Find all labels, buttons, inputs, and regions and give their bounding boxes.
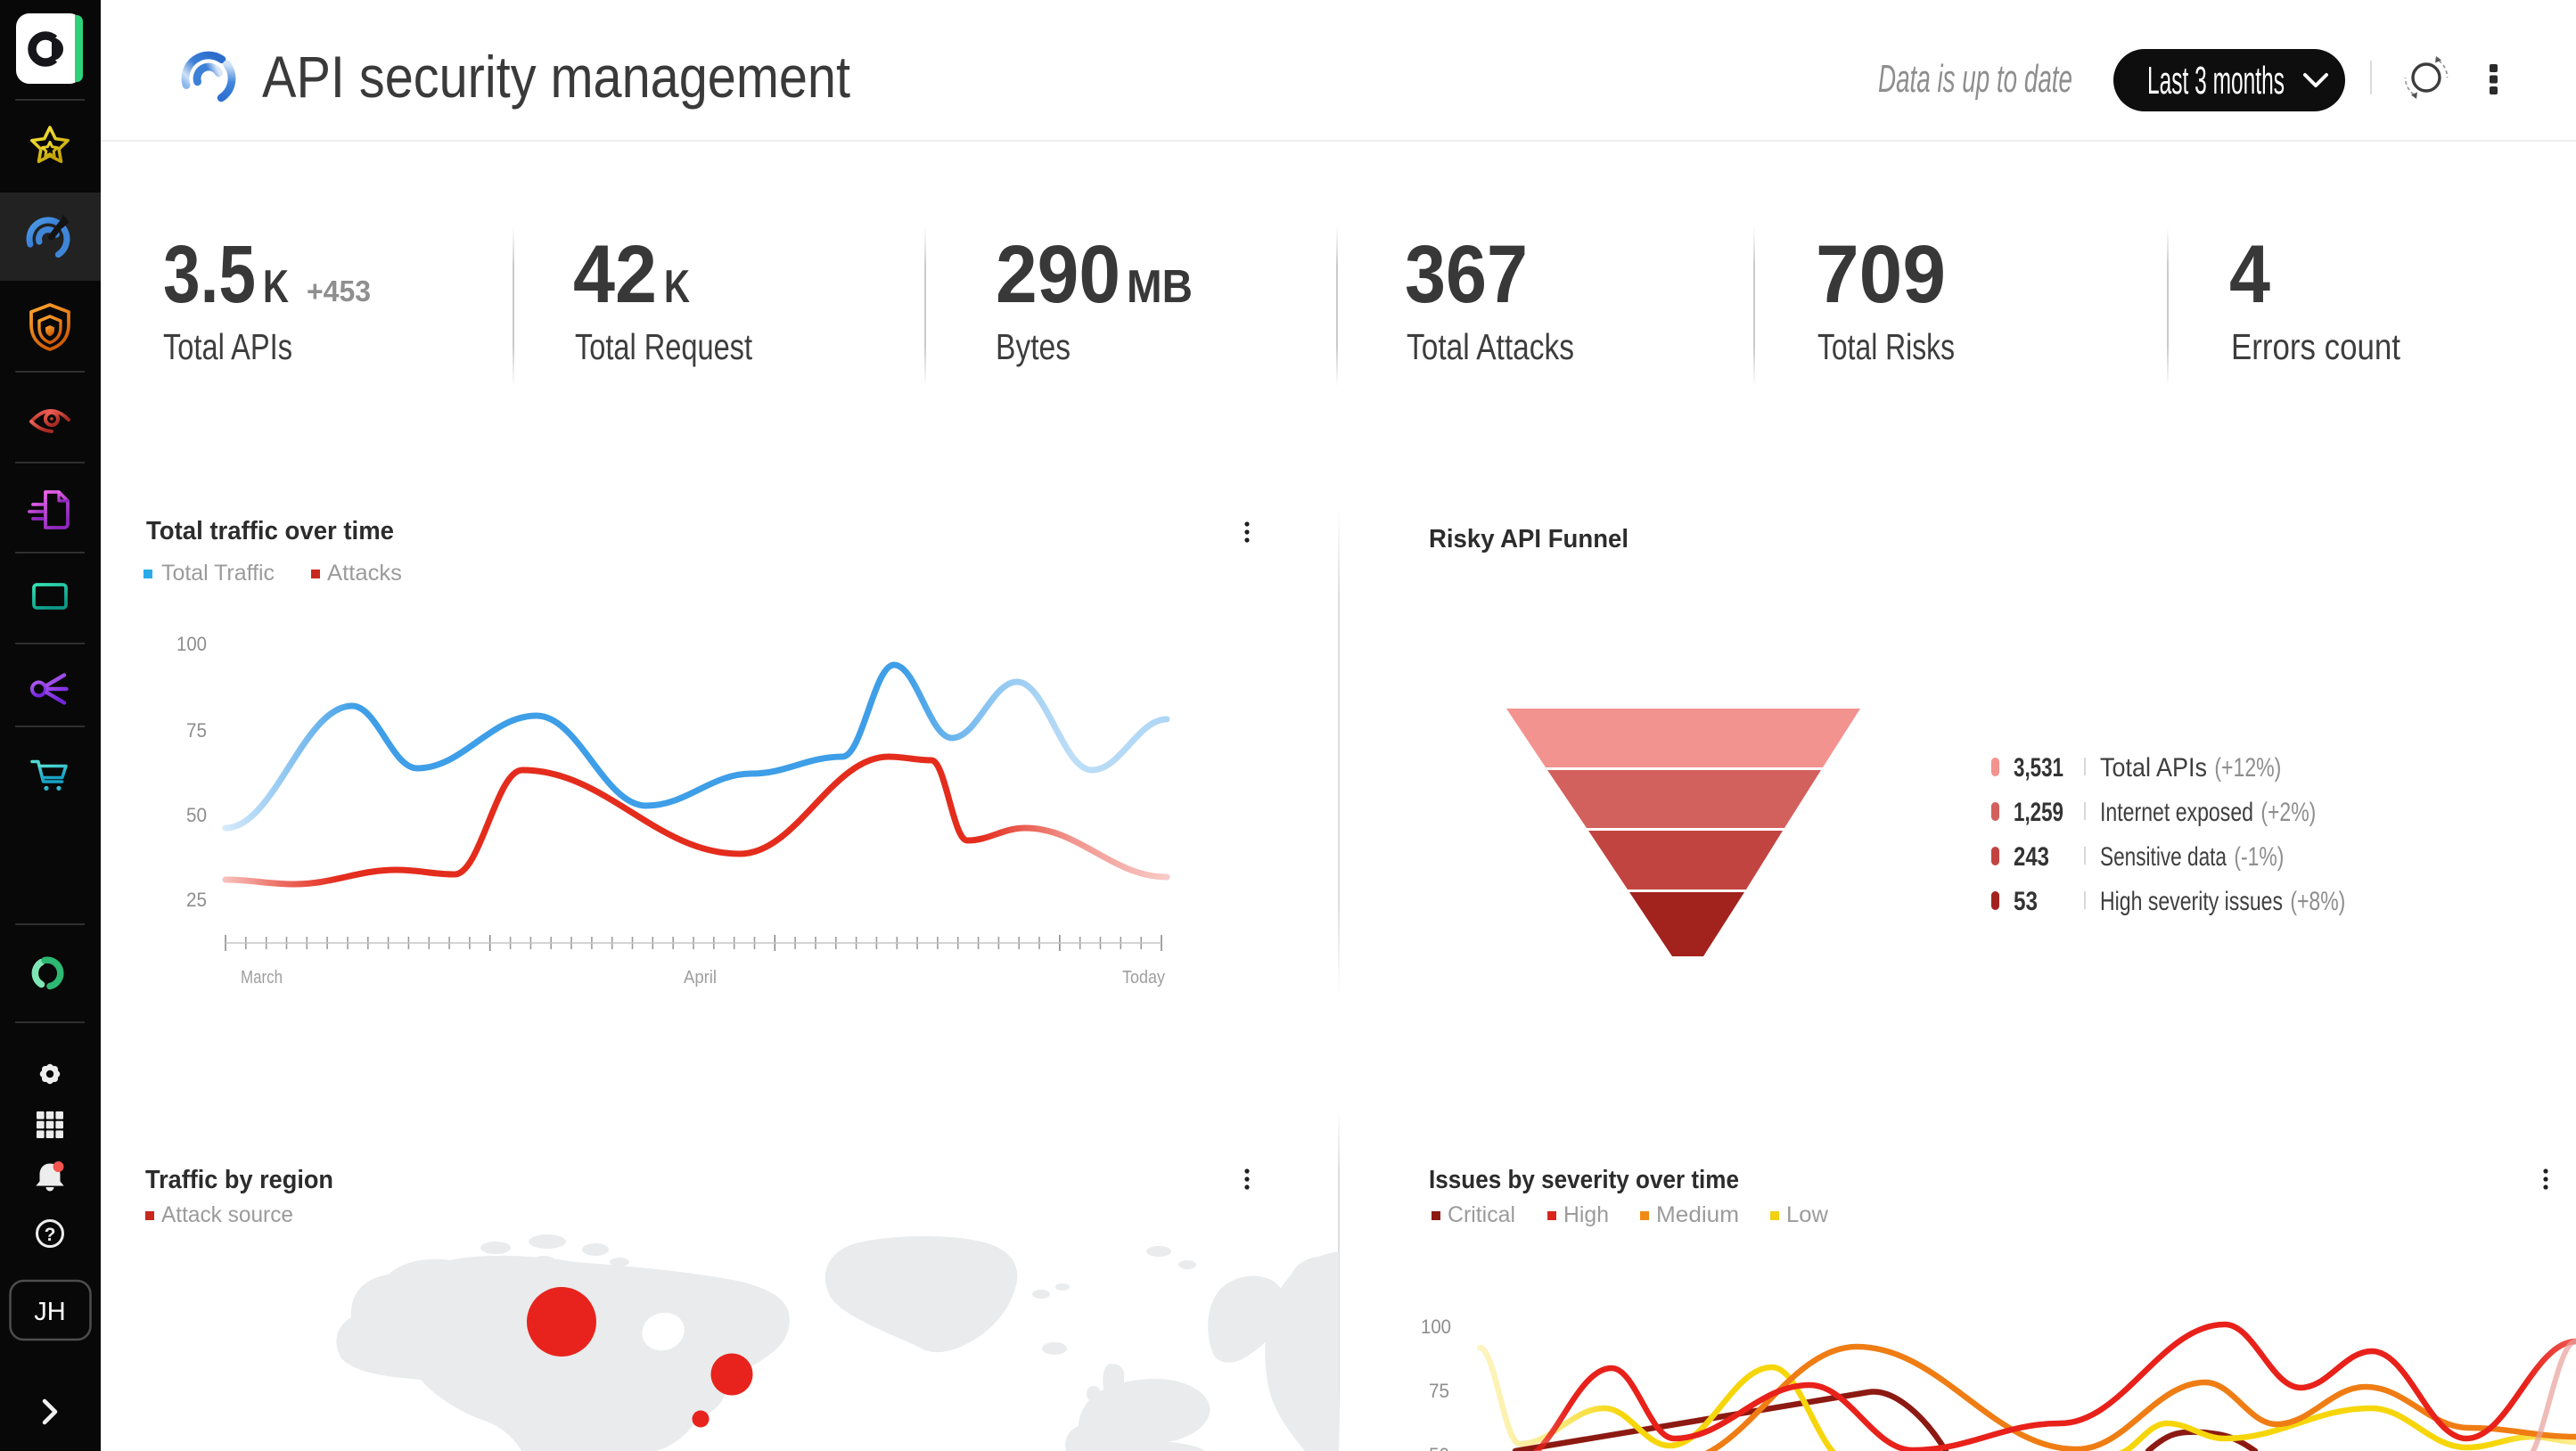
svg-text:Risky API Funnel: Risky API Funnel bbox=[1429, 525, 1628, 553]
svg-text:API security management: API security management bbox=[262, 44, 850, 110]
svg-text:3.5: 3.5 bbox=[163, 229, 256, 320]
svg-text:25: 25 bbox=[186, 889, 207, 911]
svg-text:709: 709 bbox=[1816, 229, 1946, 320]
svg-text:?: ? bbox=[45, 1225, 56, 1245]
svg-text:1,259: 1,259 bbox=[2014, 798, 2063, 827]
svg-text:367: 367 bbox=[1405, 229, 1528, 320]
svg-text:4: 4 bbox=[2229, 229, 2270, 320]
svg-text:Last 3 months: Last 3 months bbox=[2147, 59, 2285, 102]
svg-text:Total traffic over time: Total traffic over time bbox=[146, 517, 394, 545]
svg-text:High severity issues (+8%): High severity issues (+8%) bbox=[2100, 887, 2345, 916]
svg-text:Critical: Critical bbox=[1448, 1202, 1515, 1227]
svg-text:75: 75 bbox=[186, 719, 207, 742]
svg-text:50: 50 bbox=[186, 804, 207, 826]
svg-text:290: 290 bbox=[996, 229, 1120, 320]
svg-text:Attacks: Attacks bbox=[327, 561, 402, 586]
svg-text:JH: JH bbox=[34, 1298, 65, 1326]
svg-text:April: April bbox=[684, 968, 717, 988]
svg-text:K: K bbox=[263, 261, 289, 313]
svg-text:Issues by severity over time: Issues by severity over time bbox=[1429, 1166, 1739, 1194]
svg-text:100: 100 bbox=[1421, 1316, 1451, 1338]
svg-text:High: High bbox=[1563, 1202, 1609, 1227]
svg-text:3,531: 3,531 bbox=[2014, 753, 2063, 783]
svg-text:Total Request: Total Request bbox=[575, 326, 752, 367]
svg-text:Total Attacks: Total Attacks bbox=[1407, 326, 1574, 367]
svg-text:53: 53 bbox=[2014, 887, 2038, 916]
svg-text:50: 50 bbox=[1429, 1444, 1449, 1451]
svg-text:Internet exposed (+2%): Internet exposed (+2%) bbox=[2100, 798, 2316, 827]
svg-text:Data is up to date: Data is up to date bbox=[1878, 57, 2072, 101]
svg-text:March: March bbox=[241, 968, 283, 988]
svg-text:Attack source: Attack source bbox=[161, 1202, 293, 1227]
svg-text:+453: +453 bbox=[307, 275, 371, 307]
svg-text:100: 100 bbox=[176, 633, 207, 655]
svg-text:Sensitive data (-1%): Sensitive data (-1%) bbox=[2100, 842, 2284, 872]
svg-text:K: K bbox=[664, 261, 690, 313]
svg-text:Traffic by region: Traffic by region bbox=[145, 1166, 333, 1194]
svg-text:Bytes: Bytes bbox=[996, 326, 1071, 367]
svg-text:42: 42 bbox=[573, 229, 657, 320]
svg-text:Errors count: Errors count bbox=[2231, 326, 2401, 367]
svg-text:Total Risks: Total Risks bbox=[1817, 326, 1955, 367]
svg-text:243: 243 bbox=[2014, 842, 2049, 872]
svg-text:MB: MB bbox=[1127, 261, 1193, 313]
svg-text:Total APIs (+12%): Total APIs (+12%) bbox=[2100, 753, 2281, 783]
svg-text:Low: Low bbox=[1786, 1202, 1829, 1227]
svg-text:75: 75 bbox=[1429, 1380, 1449, 1402]
svg-text:Today: Today bbox=[1122, 968, 1165, 988]
svg-text:Total Traffic: Total Traffic bbox=[161, 561, 275, 586]
svg-text:Medium: Medium bbox=[1656, 1202, 1739, 1227]
svg-text:Total APIs: Total APIs bbox=[163, 326, 292, 367]
